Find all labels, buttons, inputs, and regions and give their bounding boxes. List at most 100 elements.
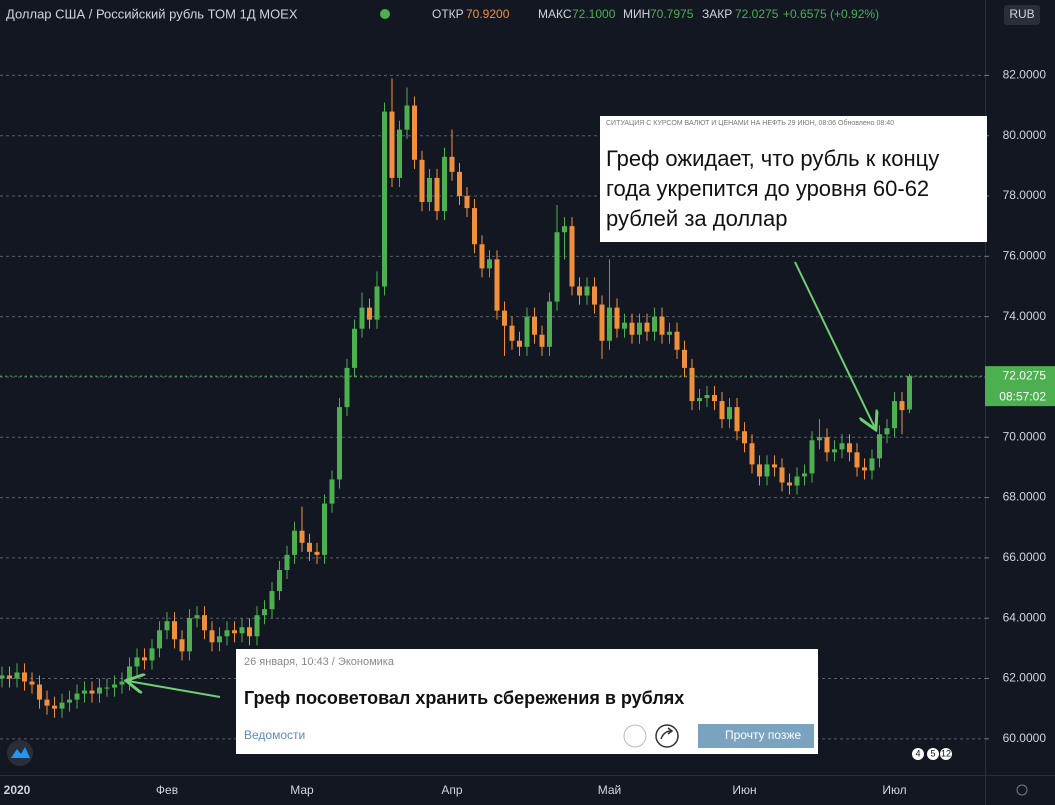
candle-body (652, 316, 657, 332)
candle-body (412, 105, 417, 160)
candle-body (52, 705, 57, 709)
news-headline[interactable]: Греф посоветовал хранить сбережения в ру… (244, 688, 684, 708)
candle-body (164, 621, 170, 631)
candle-body (779, 467, 785, 483)
candle-body (569, 226, 575, 287)
candle-body (472, 208, 477, 245)
candle-body (404, 105, 410, 130)
candle-body (502, 310, 507, 326)
candle-body (532, 316, 537, 335)
y-tick-label: 76.0000 (1003, 248, 1047, 262)
close-label: ЗАКР (702, 7, 732, 21)
candle-body (449, 156, 455, 172)
candle-body (329, 479, 335, 504)
candle-body (644, 322, 650, 332)
low-value: 70.7975 (650, 7, 694, 21)
candle-body (359, 307, 365, 329)
candle-body (899, 401, 905, 411)
arrow (128, 681, 221, 698)
news-meta: 26 января, 10:43 / Экономика (244, 656, 395, 668)
share-button[interactable] (655, 724, 679, 748)
last-price-label: 72.0275 (1003, 368, 1047, 382)
candle-body (839, 443, 845, 450)
candle-body (269, 591, 275, 610)
low-label: МИН (623, 7, 650, 21)
y-tick-label: 60.0000 (1003, 731, 1047, 745)
candle-body (134, 657, 140, 667)
header: Доллар США / Российский рубль ТОМ 1Д MOE… (6, 6, 879, 21)
candle-body (67, 699, 72, 703)
candle-body (254, 615, 260, 637)
y-tick-label: 80.0000 (1003, 128, 1047, 142)
candle-body (869, 458, 875, 471)
candle-body (44, 699, 50, 706)
candle-body (629, 322, 635, 335)
badge[interactable] (912, 748, 924, 760)
candle-body (697, 398, 702, 402)
candle-body (599, 304, 605, 341)
last-price-box (985, 366, 1055, 407)
candle-body (247, 627, 252, 637)
candle-body (824, 437, 830, 453)
y-tick-label: 68.0000 (1003, 490, 1047, 504)
candle-body (892, 401, 897, 429)
candle-body (704, 395, 710, 399)
candle-body (772, 464, 777, 468)
candle-body (434, 177, 440, 212)
candle-body (907, 376, 912, 410)
candle-body (37, 684, 42, 700)
candle-body (607, 307, 612, 341)
candle-body (494, 259, 500, 311)
candle-body (854, 452, 860, 468)
badge[interactable] (940, 748, 952, 760)
candle-body (787, 482, 792, 486)
candle-body (719, 401, 725, 420)
candle-body (22, 672, 27, 682)
candle-body (149, 648, 155, 661)
candle-body (397, 129, 402, 178)
candle-body (419, 159, 425, 203)
y-tick-label: 64.0000 (1003, 610, 1047, 624)
candle-body (659, 316, 665, 335)
candle-body (637, 322, 642, 335)
countdown: 08:57:02 (999, 389, 1046, 403)
candle-body (202, 615, 207, 631)
candle-body (524, 316, 530, 347)
candle-body (389, 111, 395, 178)
comment-button[interactable] (623, 724, 647, 748)
y-tick-label: 62.0000 (1003, 671, 1047, 685)
candle-body (179, 639, 185, 652)
read-later-label: Прочту позже (725, 728, 801, 742)
symbol: Доллар США / Российский рубль ТОМ 1Д MOE… (6, 6, 298, 21)
news-card (600, 116, 987, 242)
settings-icon[interactable] (1016, 784, 1028, 796)
candle-body (517, 340, 522, 347)
candle-body (119, 681, 125, 685)
candle-body (442, 156, 447, 212)
candle-body (562, 226, 567, 233)
candle-body (337, 407, 342, 480)
candle-body (877, 434, 882, 459)
badge-text: 4 (915, 748, 920, 758)
candle-body (374, 286, 380, 320)
candle-body (577, 286, 582, 296)
candle-body (592, 286, 597, 305)
read-later-button[interactable] (698, 724, 814, 748)
candle-body (277, 569, 282, 592)
candle-body (59, 702, 65, 709)
candle-body (479, 244, 485, 269)
close-value: 72.0275 (735, 7, 779, 21)
candle-body (284, 554, 290, 570)
badge[interactable] (927, 748, 939, 760)
candle-body (832, 449, 837, 453)
currency-badge[interactable] (1004, 5, 1040, 25)
news-line: Греф ожидает, что рубль к концу (606, 146, 939, 171)
y-tick-label: 70.0000 (1003, 429, 1047, 443)
badge-text: 12 (941, 748, 951, 758)
currency: RUB (1009, 7, 1034, 21)
candle-body (314, 551, 320, 555)
candle-body (322, 503, 327, 555)
news-source[interactable]: Ведомости (244, 728, 305, 742)
candle-body (367, 307, 372, 320)
